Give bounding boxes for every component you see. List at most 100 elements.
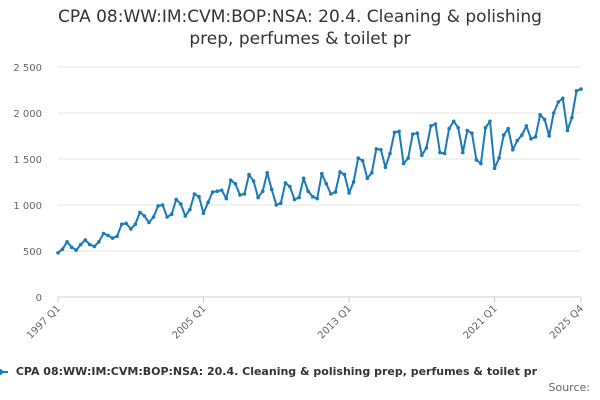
data-point[interactable] <box>465 128 470 133</box>
data-point[interactable] <box>524 124 529 128</box>
data-point[interactable] <box>251 179 256 183</box>
data-point[interactable] <box>420 153 424 158</box>
data-point[interactable] <box>538 113 542 117</box>
data-point[interactable] <box>374 147 379 151</box>
data-point[interactable] <box>65 240 69 244</box>
data-point[interactable] <box>215 189 219 193</box>
data-point[interactable] <box>547 134 551 138</box>
data-point[interactable] <box>133 222 138 227</box>
data-point[interactable] <box>224 196 229 201</box>
data-point[interactable] <box>379 148 383 152</box>
data-point[interactable] <box>142 214 147 218</box>
data-point[interactable] <box>574 89 579 93</box>
data-point[interactable] <box>233 182 238 186</box>
data-point[interactable] <box>338 170 342 174</box>
data-point[interactable] <box>288 184 292 189</box>
data-point[interactable] <box>160 203 165 207</box>
data-point[interactable] <box>265 171 270 175</box>
data-point[interactable] <box>551 111 556 115</box>
data-point[interactable] <box>310 194 315 199</box>
data-point[interactable] <box>474 158 479 162</box>
data-point[interactable] <box>229 178 233 182</box>
data-point[interactable] <box>506 126 511 131</box>
data-point[interactable] <box>451 119 456 124</box>
data-point[interactable] <box>410 132 415 136</box>
data-point[interactable] <box>329 192 333 196</box>
data-point[interactable] <box>206 200 210 204</box>
data-point[interactable] <box>242 192 247 196</box>
data-point[interactable] <box>297 195 301 200</box>
data-point[interactable] <box>415 131 420 135</box>
data-point[interactable] <box>124 221 128 226</box>
data-point[interactable] <box>347 191 351 195</box>
data-point[interactable] <box>92 244 97 249</box>
data-point[interactable] <box>406 156 411 160</box>
data-point[interactable] <box>424 146 429 150</box>
data-point[interactable] <box>433 122 438 126</box>
data-point[interactable] <box>438 150 442 155</box>
data-point[interactable] <box>520 133 524 137</box>
data-point[interactable] <box>365 176 370 181</box>
data-point[interactable] <box>78 242 83 247</box>
data-point[interactable] <box>324 182 329 186</box>
data-point[interactable] <box>388 151 392 156</box>
data-point[interactable] <box>119 222 124 227</box>
data-point[interactable] <box>115 234 119 239</box>
data-point[interactable] <box>497 156 501 160</box>
data-point[interactable] <box>69 245 74 250</box>
data-point[interactable] <box>238 193 242 197</box>
data-point[interactable] <box>188 207 192 212</box>
data-point[interactable] <box>392 130 397 135</box>
data-point[interactable] <box>292 197 297 202</box>
data-point[interactable] <box>129 227 133 231</box>
data-point[interactable] <box>274 203 279 207</box>
data-point[interactable] <box>342 172 347 177</box>
data-point[interactable] <box>483 125 488 130</box>
data-point[interactable] <box>269 187 274 192</box>
data-point[interactable] <box>179 202 183 206</box>
data-point[interactable] <box>533 135 538 139</box>
data-point[interactable] <box>260 189 265 193</box>
data-point[interactable] <box>279 201 283 205</box>
data-point[interactable] <box>201 211 206 216</box>
data-point[interactable] <box>97 240 101 244</box>
data-point[interactable] <box>492 166 497 170</box>
data-point[interactable] <box>197 194 201 199</box>
data-point[interactable] <box>110 236 115 240</box>
data-point[interactable] <box>306 189 310 193</box>
data-point[interactable] <box>183 214 188 218</box>
data-point[interactable] <box>501 133 506 137</box>
data-point[interactable] <box>320 171 324 176</box>
data-point[interactable] <box>74 248 78 252</box>
data-point[interactable] <box>556 100 561 104</box>
data-point[interactable] <box>397 129 401 134</box>
data-point[interactable] <box>351 180 356 184</box>
data-point[interactable] <box>383 165 388 170</box>
data-point[interactable] <box>192 192 197 196</box>
data-point[interactable] <box>247 172 251 177</box>
data-point[interactable] <box>106 233 110 238</box>
data-point[interactable] <box>315 196 320 201</box>
data-point[interactable] <box>138 210 142 215</box>
data-point[interactable] <box>88 242 92 247</box>
data-point[interactable] <box>561 96 565 101</box>
data-point[interactable] <box>283 181 288 185</box>
data-point[interactable] <box>456 125 461 130</box>
data-point[interactable] <box>169 212 174 216</box>
data-point[interactable] <box>442 151 447 156</box>
data-point[interactable] <box>60 247 65 251</box>
data-point[interactable] <box>174 197 178 202</box>
data-point[interactable] <box>370 171 374 175</box>
data-point[interactable] <box>461 150 465 155</box>
data-point[interactable] <box>56 251 60 255</box>
data-point[interactable] <box>83 238 88 242</box>
data-point[interactable] <box>529 137 533 141</box>
data-point[interactable] <box>356 156 361 160</box>
data-point[interactable] <box>470 131 474 135</box>
data-point[interactable] <box>165 215 169 219</box>
data-point[interactable] <box>515 138 520 143</box>
data-point[interactable] <box>488 119 492 124</box>
data-point[interactable] <box>156 204 160 208</box>
legend[interactable]: CPA 08:WW:IM:CVM:BOP:NSA: 20.4. Cleaning… <box>0 365 537 378</box>
data-point[interactable] <box>333 190 338 194</box>
